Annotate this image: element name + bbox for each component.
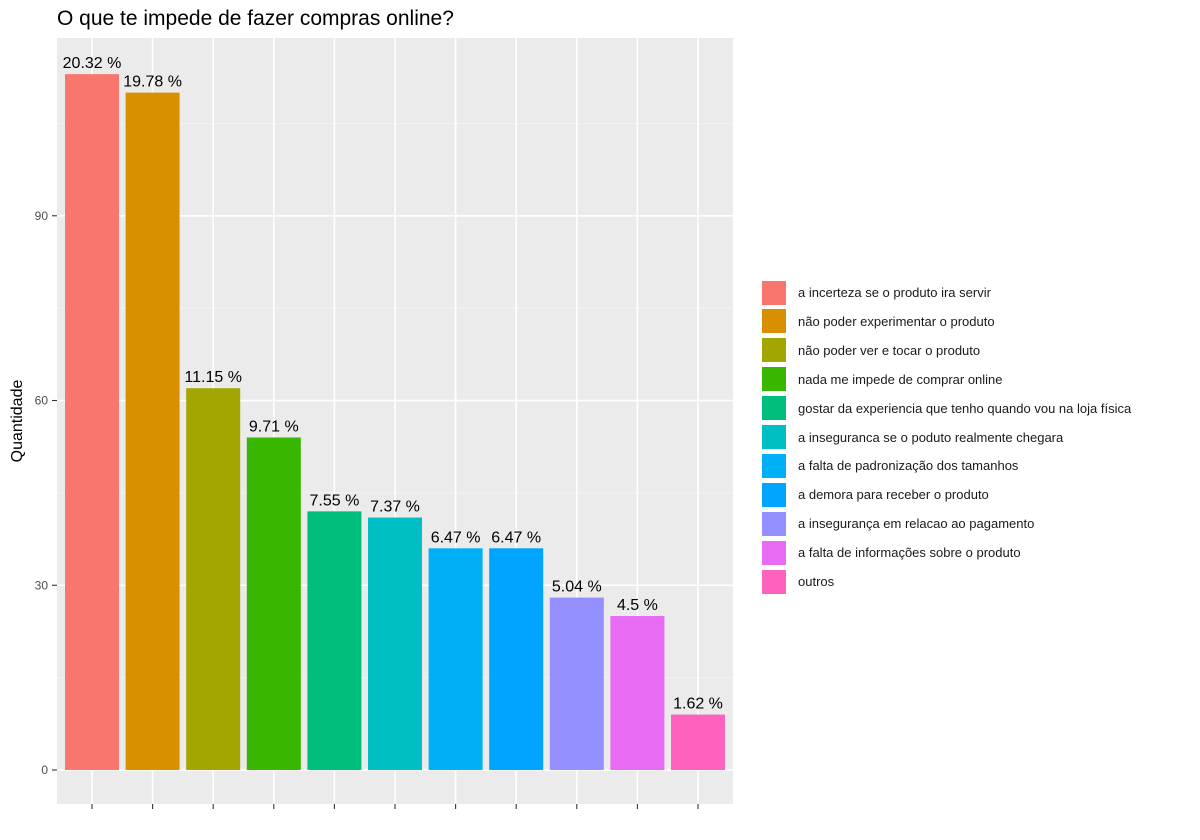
legend-item: a inseguranca se o poduto realmente cheg…: [761, 423, 1063, 452]
chart-title: O que te impede de fazer compras online?: [57, 7, 454, 30]
axes: 0 30 60 90: [35, 209, 699, 809]
legend-item: nada me impede de comprar online: [761, 365, 1003, 394]
legend-color-key: [761, 424, 787, 450]
bar-data-label: 1.62 %: [673, 696, 723, 713]
legend-item: não poder experimentar o produto: [761, 307, 995, 336]
bar-data-label: 4.5 %: [617, 597, 658, 614]
legend-color-key: [761, 366, 787, 393]
bar: [671, 714, 725, 770]
bar: [307, 511, 362, 770]
bar: [489, 548, 544, 770]
bar-data-label: 6.47 %: [491, 529, 541, 546]
y-tick-label: 90: [35, 209, 49, 223]
legend-color-key: [761, 308, 787, 335]
bar-data-label: 5.04 %: [552, 579, 602, 596]
bar-labels: 20.32 %19.78 % 11.15 % 9.71 % 7.55 % 7.37 % 6…: [63, 55, 723, 712]
bar: [186, 388, 241, 770]
legend-color-key: [761, 539, 787, 566]
bar-data-label: 11.15 %: [184, 369, 242, 386]
legend-color-key: [761, 481, 787, 508]
legend-item: a falta de padronização dos tamanhos: [761, 451, 1018, 480]
bar: [368, 517, 422, 770]
legend-item: a incerteza se o produto ira servir: [761, 278, 991, 307]
legend-color-key: [761, 395, 787, 422]
bar: [246, 437, 301, 770]
y-tick-label: 30: [35, 578, 49, 592]
bar: [65, 74, 119, 770]
legend-label: não poder ver e tocar o produto: [798, 342, 981, 358]
legend-item: a demora para receber o produto: [761, 480, 989, 509]
legend-label: nada me impede de comprar online: [798, 371, 1003, 387]
legend-label: a falta de padronização dos tamanhos: [798, 458, 1019, 474]
bar-data-label: 20.32 %: [63, 55, 122, 72]
legend-item: outros: [761, 567, 834, 596]
bar: [428, 548, 483, 770]
bar: [549, 597, 604, 770]
legend-color-key: [761, 510, 787, 537]
y-axis-title: Quantidade: [9, 380, 26, 463]
bar-data-label: 9.71 %: [249, 418, 299, 435]
legend-label: a inseguranca se o poduto realmente cheg…: [798, 429, 1064, 445]
bar: [125, 92, 180, 771]
legend-item: a insegurança em relacao ao pagamento: [761, 509, 1034, 538]
legend-label: a demora para receber o produto: [798, 487, 989, 503]
y-tick-label: 0: [41, 763, 48, 777]
y-tick-label: 60: [35, 394, 49, 408]
bar: [610, 616, 665, 770]
legend-label: gostar da experiencia que tenho quando v…: [798, 400, 1132, 416]
legend-label: outros: [798, 574, 835, 589]
legend-label: não poder experimentar o produto: [798, 313, 995, 329]
legend-item: a falta de informações sobre o produto: [761, 538, 1021, 567]
legend-color-key: [761, 452, 787, 479]
legend-label: a falta de informações sobre o produto: [798, 545, 1021, 561]
legend-color-key: [761, 279, 787, 306]
bar-data-label: 7.37 %: [370, 499, 420, 516]
bar-data-label: 19.78 %: [123, 74, 182, 91]
legend-item: não poder ver e tocar o produto: [761, 336, 980, 365]
bars: [65, 74, 725, 771]
legend-label: a incerteza se o produto ira servir: [798, 285, 991, 300]
legend-item: gostar da experiencia que tenho quando v…: [761, 394, 1131, 423]
bar-data-label: 7.55 %: [309, 492, 359, 509]
legend-color-key: [761, 337, 787, 364]
legend-label: a insegurança em relacao ao pagamento: [798, 516, 1035, 532]
bar-data-label: 6.47 %: [431, 529, 481, 546]
legend-color-key: [761, 568, 787, 595]
